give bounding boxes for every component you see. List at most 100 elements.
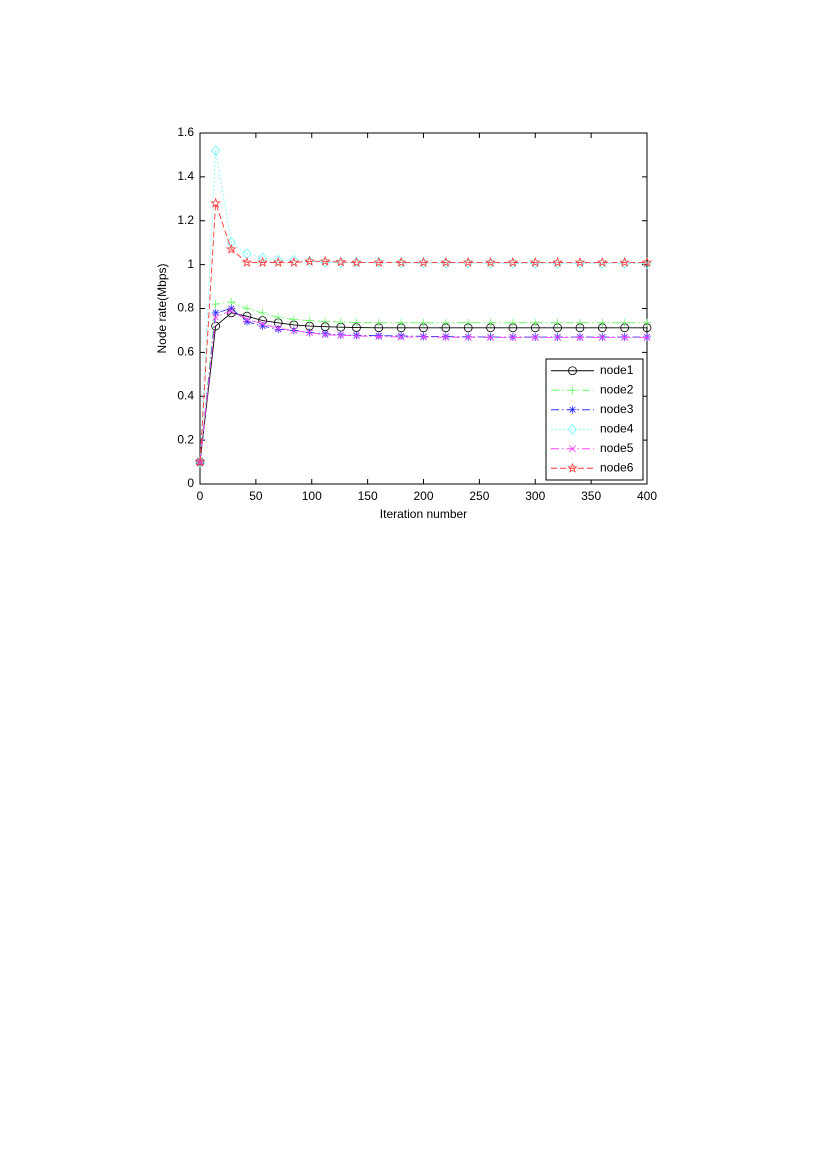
y-tick-label: 0.2 <box>177 432 194 446</box>
data-point <box>305 316 314 325</box>
data-point <box>621 333 629 341</box>
data-point <box>273 254 283 266</box>
data-point <box>620 323 630 333</box>
x-tick-label: 350 <box>581 489 601 503</box>
series-line <box>199 203 647 463</box>
data-point <box>509 333 517 341</box>
data-point <box>462 256 474 267</box>
data-point <box>374 331 383 340</box>
data-point <box>274 313 283 322</box>
data-point <box>211 300 220 309</box>
legend-marker <box>567 423 578 435</box>
data-point <box>227 307 235 315</box>
data-point <box>397 331 406 340</box>
data-point <box>486 318 495 327</box>
data-point <box>290 326 298 334</box>
data-point <box>352 332 360 340</box>
data-point <box>598 318 607 327</box>
legend-label: node6 <box>600 460 634 474</box>
data-point <box>485 256 496 267</box>
data-point <box>227 304 236 313</box>
data-point <box>272 256 284 267</box>
data-point <box>306 329 313 337</box>
data-point <box>225 243 237 254</box>
legend-label: node5 <box>600 441 634 455</box>
data-point <box>321 329 330 338</box>
x-tick-label: 200 <box>413 489 433 503</box>
data-point <box>397 333 405 341</box>
legend-box <box>545 358 644 481</box>
data-point <box>531 333 539 341</box>
data-point <box>507 256 519 267</box>
data-point <box>576 333 584 341</box>
data-point <box>597 323 607 333</box>
data-point <box>641 256 653 267</box>
data-point <box>463 323 473 333</box>
data-point <box>274 324 282 332</box>
data-point <box>211 321 221 331</box>
data-point <box>552 256 563 267</box>
legend-marker <box>567 462 578 473</box>
data-point <box>464 333 472 341</box>
data-point <box>211 145 221 156</box>
series-line <box>199 310 647 463</box>
data-point <box>553 318 562 327</box>
data-point <box>194 456 206 467</box>
data-point <box>486 257 496 269</box>
x-tick-label: 150 <box>358 489 378 503</box>
data-point <box>419 323 428 333</box>
data-point <box>257 256 268 267</box>
data-point <box>352 323 361 332</box>
data-point <box>575 318 584 327</box>
data-point <box>242 304 251 313</box>
data-point <box>375 333 383 341</box>
data-point <box>464 318 473 327</box>
data-point <box>619 256 630 267</box>
data-point <box>642 323 652 333</box>
data-point <box>289 315 298 324</box>
data-point <box>352 331 361 340</box>
data-point <box>441 318 450 327</box>
legend-label: node2 <box>600 382 634 396</box>
data-point <box>321 317 330 326</box>
data-point <box>553 323 563 333</box>
data-point <box>463 257 473 269</box>
data-point <box>620 318 629 327</box>
x-tick-label: 100 <box>302 489 322 503</box>
data-point <box>374 323 384 333</box>
data-point <box>374 318 383 327</box>
data-point <box>643 333 651 341</box>
legend-label: node4 <box>600 421 634 435</box>
data-point <box>396 323 406 333</box>
data-point <box>441 257 451 269</box>
data-point <box>419 332 428 341</box>
data-point <box>508 257 518 269</box>
data-point <box>596 256 608 267</box>
x-tick-label: 0 <box>197 489 204 503</box>
data-point <box>531 318 540 327</box>
legend-label: node1 <box>600 363 634 377</box>
y-tick-label: 1.2 <box>177 213 194 227</box>
data-point <box>419 318 428 327</box>
data-point <box>241 256 253 267</box>
data-point <box>321 331 329 339</box>
data-point <box>320 322 330 332</box>
data-point <box>575 323 585 333</box>
y-tick-label: 0.4 <box>177 388 194 402</box>
x-tick-label: 400 <box>637 489 657 503</box>
data-point <box>529 256 541 267</box>
y-axis-label: Node rate(Mbps) <box>155 263 169 353</box>
data-point <box>442 333 450 341</box>
data-point <box>418 256 429 267</box>
data-point <box>486 323 495 333</box>
data-point <box>305 321 314 331</box>
data-point <box>274 325 283 334</box>
data-point <box>373 256 385 267</box>
data-point <box>336 322 346 332</box>
data-point <box>336 318 345 327</box>
legend-marker <box>568 405 577 414</box>
data-point <box>395 256 407 267</box>
data-point <box>319 255 331 266</box>
data-point <box>210 197 221 208</box>
data-point <box>351 256 362 267</box>
